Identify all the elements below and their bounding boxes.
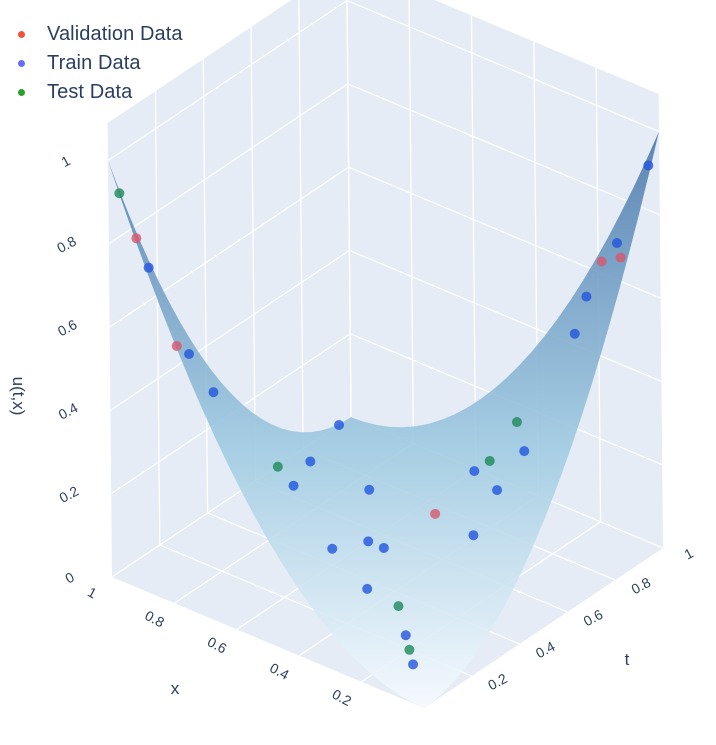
axis-title-x: x (171, 679, 180, 698)
point-validation-3[interactable] (596, 256, 607, 267)
tick-u: 0 (62, 569, 77, 587)
tick-x: 0.2 (330, 686, 355, 709)
grid-line (202, 59, 209, 514)
grid-line (250, 27, 257, 482)
point-validation-0[interactable] (131, 233, 142, 244)
surface-sheet (108, 131, 659, 708)
point-train-20[interactable] (569, 328, 580, 339)
point-test-1[interactable] (511, 417, 522, 428)
point-test-2[interactable] (484, 455, 495, 466)
grid-line (298, 0, 304, 450)
axis-title-u: u(t,x) (9, 377, 28, 416)
grid-line (154, 91, 161, 546)
legend-item-test[interactable]: Test Data (18, 78, 183, 107)
point-train-13[interactable] (363, 536, 374, 547)
tick-t: 1 (681, 545, 696, 563)
legend-label: Test Data (47, 81, 133, 103)
tick-t: 0.6 (581, 606, 606, 629)
grid-line (110, 249, 350, 411)
point-train-0[interactable] (143, 262, 154, 273)
legend-label: Train Data (47, 52, 141, 74)
point-train-8[interactable] (378, 542, 389, 553)
point-validation-2[interactable] (430, 508, 441, 519)
surface-plot (108, 131, 659, 708)
tick-x: 1 (85, 584, 100, 602)
point-train-4[interactable] (581, 291, 592, 302)
grid-line (346, 0, 660, 133)
point-train-1[interactable] (611, 238, 622, 249)
tick-u: 0.4 (56, 399, 81, 422)
legend: Validation Data Train Data Test Data (18, 20, 183, 107)
legend-marker-validation (18, 31, 25, 38)
point-test-5[interactable] (404, 644, 415, 655)
point-train-18[interactable] (400, 630, 411, 641)
point-train-10[interactable] (469, 466, 480, 477)
legend-marker-train (18, 60, 25, 67)
axis-title-t: t (625, 650, 630, 669)
point-test-4[interactable] (393, 601, 404, 612)
point-test-3[interactable] (272, 461, 283, 472)
point-validation-4[interactable] (171, 340, 182, 351)
point-train-3[interactable] (184, 349, 195, 360)
tick-t: 0.2 (485, 670, 510, 693)
data-points (114, 160, 654, 670)
grid-line (109, 166, 349, 328)
point-train-9[interactable] (208, 387, 219, 398)
point-train-19[interactable] (408, 659, 419, 670)
point-train-15[interactable] (362, 583, 373, 594)
grid-line (107, 0, 348, 162)
tick-u: 0.8 (54, 233, 79, 256)
tick-t: 0.4 (533, 638, 558, 661)
point-train-16[interactable] (305, 456, 316, 467)
pane-back-right (346, 0, 663, 548)
tick-x: 0.6 (205, 633, 230, 656)
tick-u: 0.6 (55, 316, 80, 339)
grid-line (408, 0, 415, 444)
tick-t: 0.8 (629, 574, 654, 597)
legend-item-train[interactable]: Train Data (18, 49, 183, 78)
point-train-6[interactable] (492, 485, 503, 496)
tick-x: 0.8 (142, 607, 167, 630)
point-test-0[interactable] (114, 188, 125, 199)
tick-u: 1 (58, 152, 73, 170)
grid-line (470, 15, 477, 470)
grid-line (108, 83, 349, 245)
legend-item-validation[interactable]: Validation Data (18, 20, 183, 49)
grid-line (349, 249, 662, 383)
point-train-2[interactable] (643, 160, 654, 171)
grid-line (346, 0, 352, 418)
legend-label: Validation Data (47, 23, 183, 45)
point-validation-1[interactable] (615, 252, 626, 263)
tick-x: 0.4 (267, 660, 292, 683)
legend-marker-test (18, 89, 25, 96)
point-train-17[interactable] (364, 484, 375, 495)
point-train-5[interactable] (288, 480, 299, 491)
point-train-14[interactable] (327, 543, 338, 554)
grid-line (347, 83, 661, 216)
point-train-12[interactable] (334, 420, 345, 430)
point-train-7[interactable] (519, 446, 530, 457)
point-train-11[interactable] (468, 530, 479, 541)
tick-u: 0.2 (57, 483, 82, 506)
